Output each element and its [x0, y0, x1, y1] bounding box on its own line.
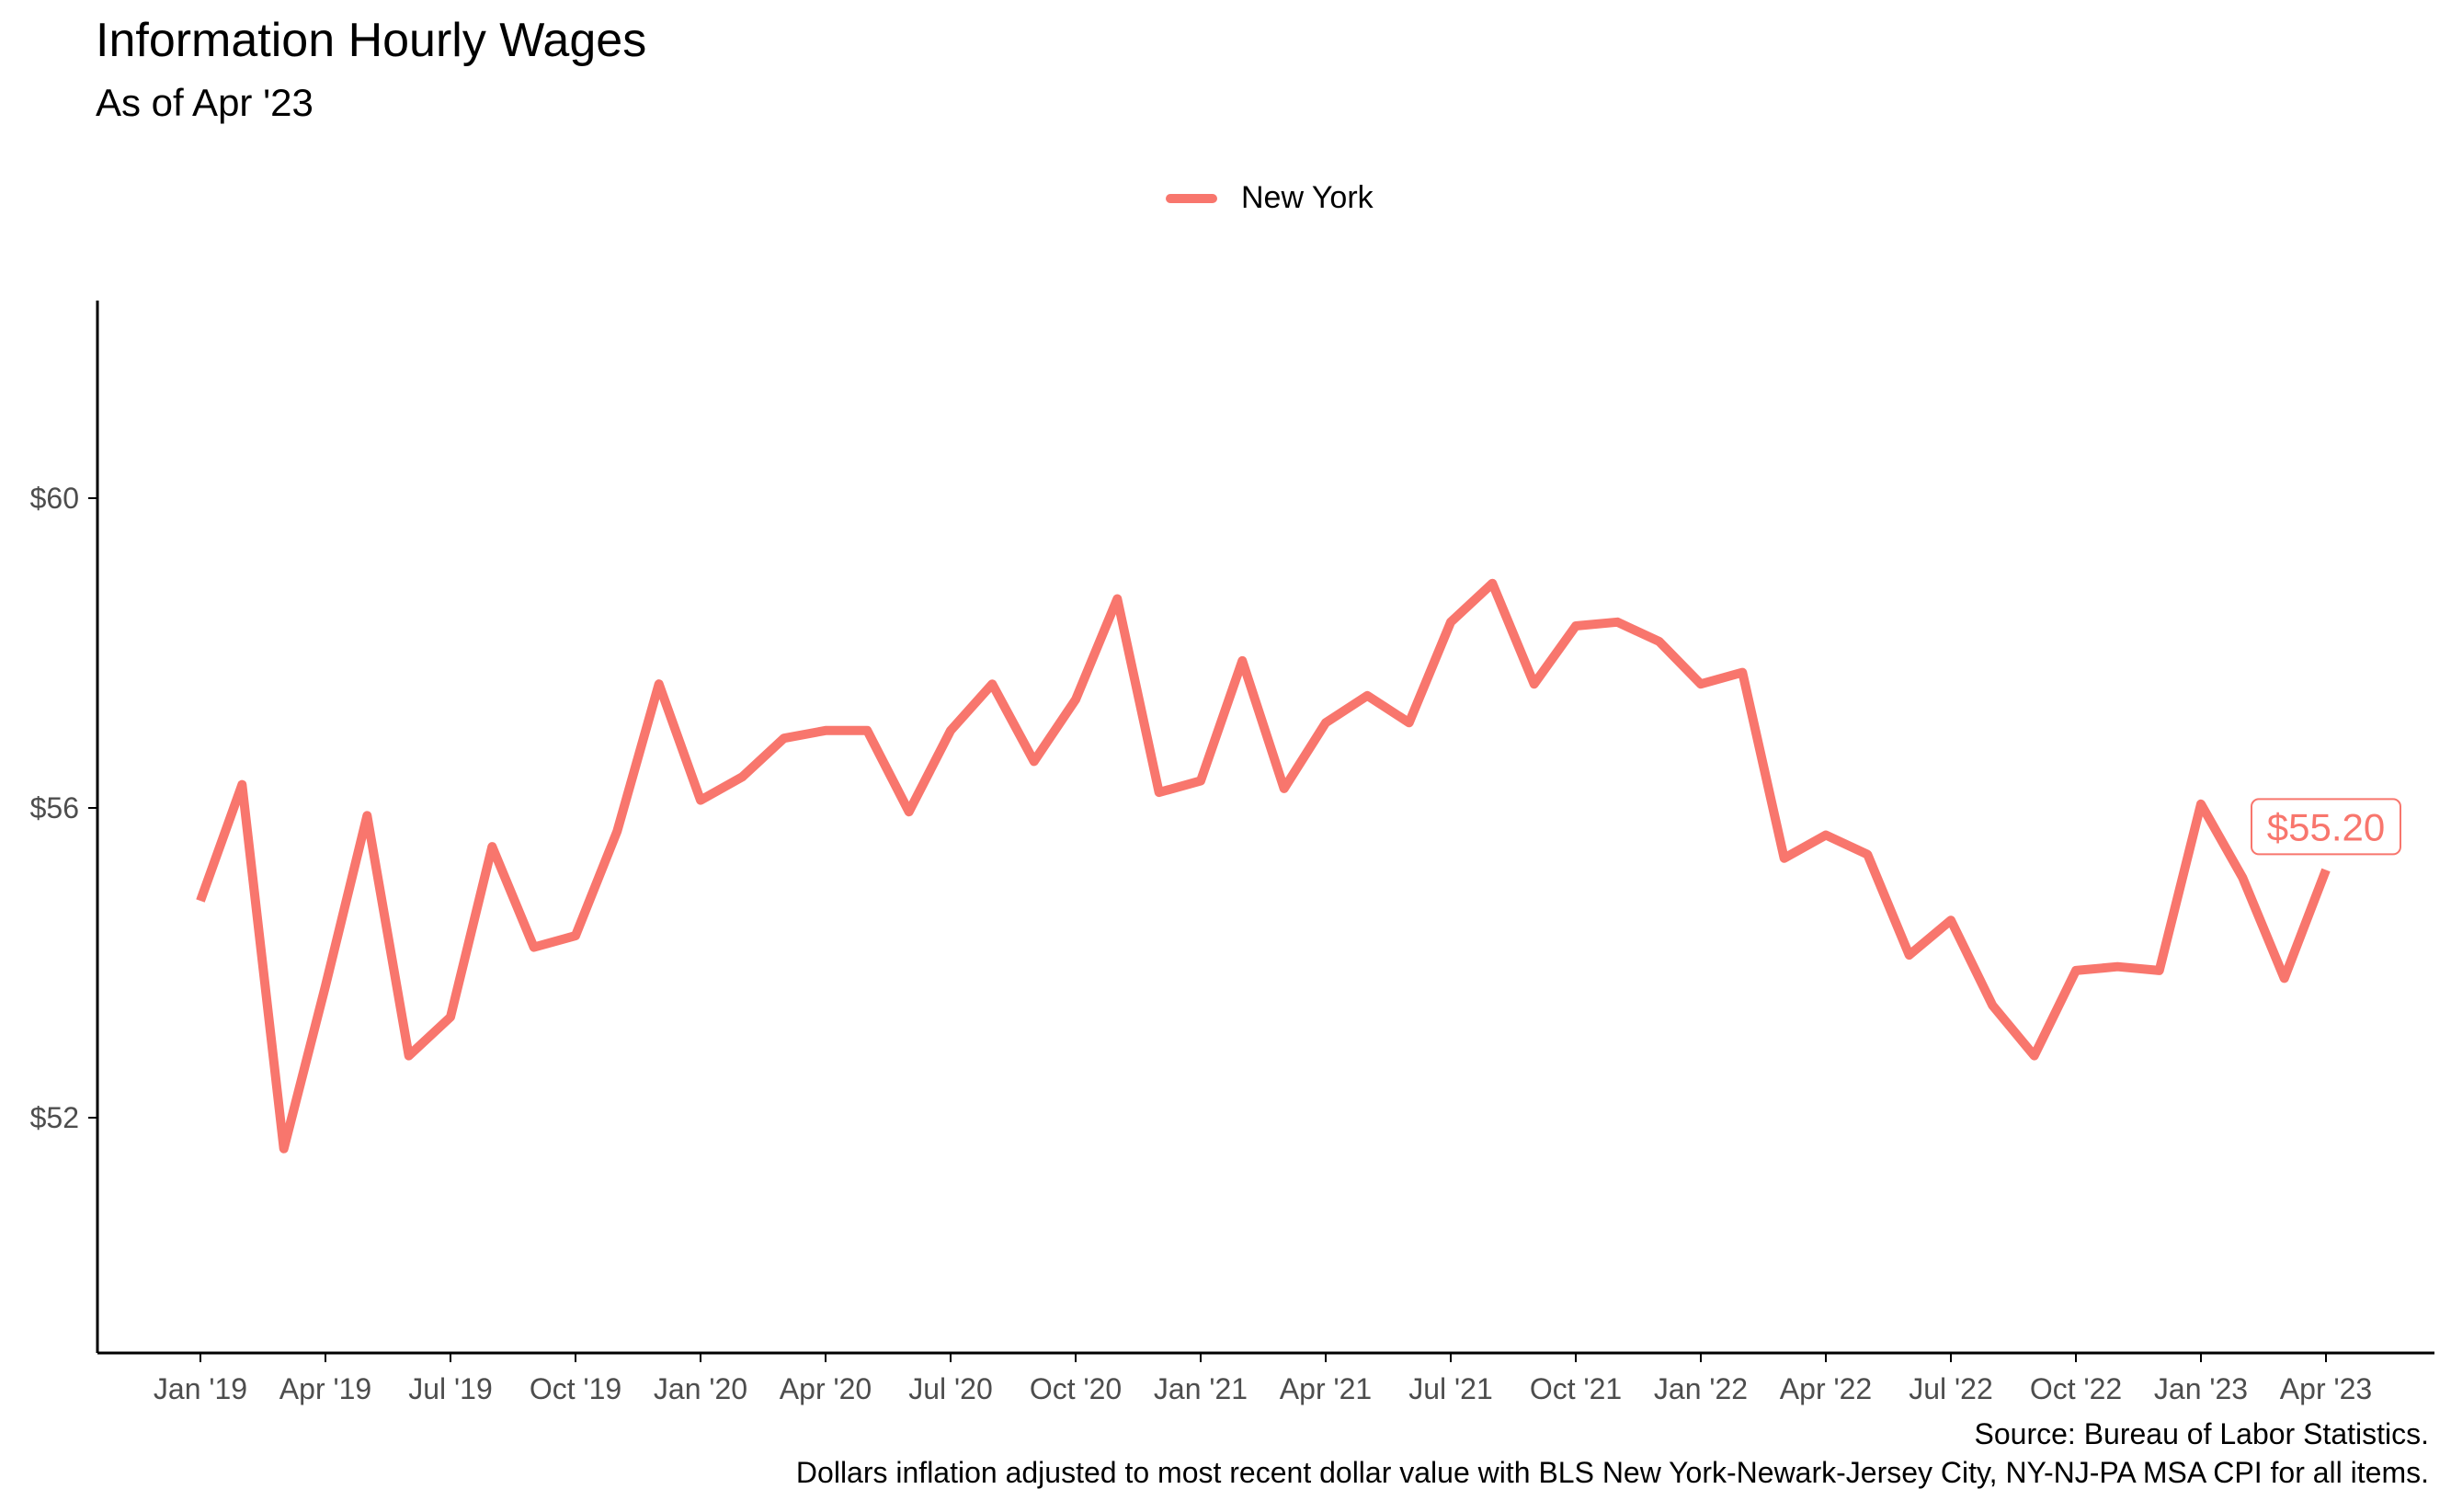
- y-tick-label: $56: [30, 791, 79, 824]
- x-tick-label: Oct '21: [1530, 1372, 1622, 1405]
- x-tick-label: Apr '21: [1280, 1372, 1372, 1405]
- legend-label-new-york: New York: [1241, 180, 1374, 215]
- x-tick-label: Jul '19: [408, 1372, 493, 1405]
- source-note: Source: Bureau of Labor Statistics.: [1974, 1417, 2429, 1450]
- end-value-label-box: [2251, 798, 2401, 856]
- legend: New York: [1166, 180, 1374, 216]
- x-tick-label: Apr '23: [2280, 1372, 2372, 1405]
- x-tick-label: Jan '20: [654, 1372, 747, 1405]
- x-tick-label: Jan '23: [2154, 1372, 2248, 1405]
- legend-swatch-new-york: [1166, 193, 1217, 203]
- chart-title: Information Hourly Wages: [96, 14, 647, 67]
- x-tick-label: Jan '21: [1154, 1372, 1248, 1405]
- x-tick-label: Jul '20: [908, 1372, 993, 1405]
- adjustment-note: Dollars inflation adjusted to most recen…: [795, 1456, 2429, 1489]
- x-tick-label: Oct '22: [2030, 1372, 2122, 1405]
- x-tick-label: Jul '21: [1408, 1372, 1493, 1405]
- y-tick-label: $52: [30, 1101, 79, 1134]
- x-tick-label: Jan '19: [154, 1372, 247, 1405]
- x-tick-label: Apr '19: [279, 1372, 371, 1405]
- x-axis-ticks: Jan '19 Apr '19 Jul '19 Oct '19 Jan '20 Apr '…: [154, 1353, 2372, 1405]
- y-axis-ticks: $52 $56 $60: [30, 482, 97, 1134]
- x-tick-label: Apr '20: [780, 1372, 872, 1405]
- y-tick-label: $60: [30, 482, 79, 515]
- series-line-new-york: [196, 578, 2331, 1154]
- end-value-label-text: $55.20: [2267, 805, 2385, 848]
- x-tick-label: Jan '22: [1654, 1372, 1748, 1405]
- x-tick-label: Oct '20: [1030, 1372, 1122, 1405]
- x-tick-label: Oct '19: [530, 1372, 621, 1405]
- x-tick-label: Jul '22: [1909, 1372, 1993, 1405]
- end-value-label: $55.20: [2251, 798, 2401, 856]
- x-tick-label: Apr '22: [1780, 1372, 1872, 1405]
- series-group: [196, 578, 2331, 1154]
- chart-subtitle: As of Apr '23: [96, 81, 314, 124]
